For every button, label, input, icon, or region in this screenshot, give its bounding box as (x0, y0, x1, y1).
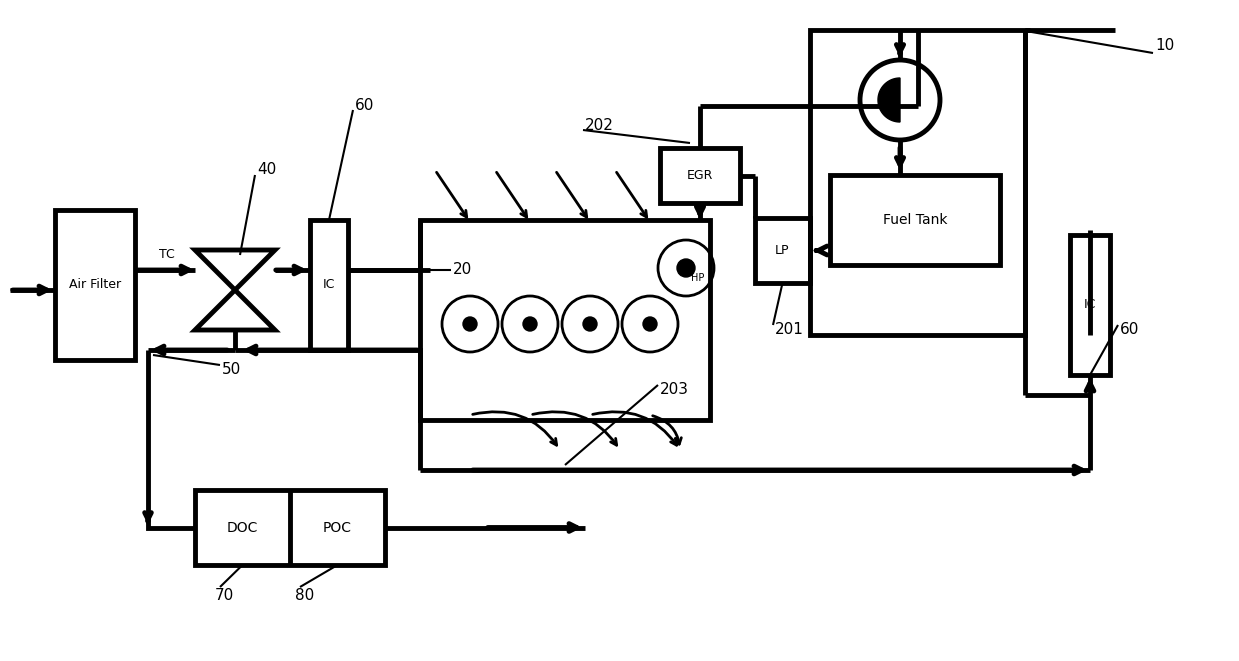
Circle shape (584, 317, 597, 331)
Text: IC: IC (323, 278, 336, 292)
Bar (420, 220, 710, 420)
Circle shape (643, 317, 657, 331)
Text: Air Filter: Air Filter (69, 278, 121, 292)
Circle shape (523, 317, 536, 331)
Text: 60: 60 (356, 98, 374, 112)
Text: LP: LP (776, 244, 789, 257)
Text: Fuel Tank: Fuel Tank (882, 213, 948, 227)
Text: DOC: DOC (227, 520, 258, 535)
Bar (660, 148, 740, 203)
Text: 50: 50 (222, 362, 242, 377)
Bar (310, 220, 348, 350)
Bar (810, 30, 1025, 335)
Text: POC: POC (323, 520, 352, 535)
Text: IC: IC (1084, 299, 1097, 311)
Text: 20: 20 (453, 262, 472, 278)
Circle shape (463, 317, 477, 331)
Text: 60: 60 (1120, 323, 1140, 338)
Polygon shape (878, 78, 900, 122)
Circle shape (676, 259, 695, 277)
Text: EGR: EGR (686, 169, 714, 182)
Bar (1070, 235, 1110, 375)
Text: 40: 40 (256, 163, 276, 178)
Text: HP: HP (691, 273, 705, 283)
Text: TC: TC (160, 249, 175, 262)
Text: 201: 201 (776, 323, 804, 338)
Text: 203: 203 (660, 383, 689, 397)
Bar (830, 175, 1000, 265)
Bar (755, 218, 810, 283)
Text: 202: 202 (585, 118, 613, 132)
Text: 10: 10 (1155, 38, 1175, 52)
Bar (55, 210, 135, 360)
Text: 70: 70 (216, 588, 234, 602)
Text: 80: 80 (295, 588, 315, 602)
Bar (195, 490, 385, 565)
